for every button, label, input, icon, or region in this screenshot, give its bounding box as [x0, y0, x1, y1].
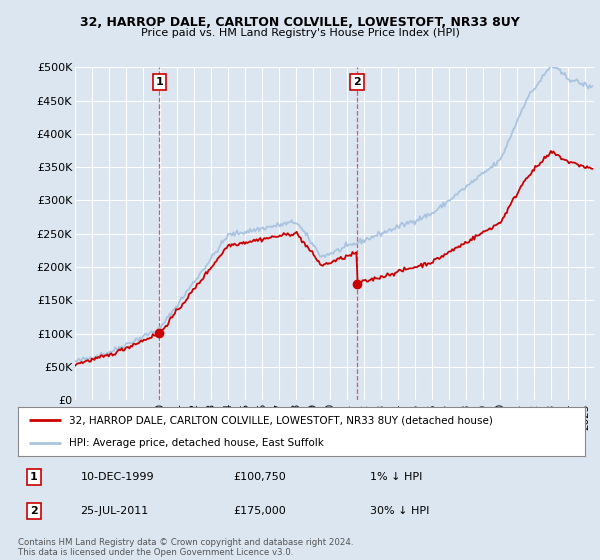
Text: 2: 2: [30, 506, 38, 516]
Text: 30% ↓ HPI: 30% ↓ HPI: [370, 506, 429, 516]
Text: £100,750: £100,750: [233, 472, 286, 482]
Text: 32, HARROP DALE, CARLTON COLVILLE, LOWESTOFT, NR33 8UY (detached house): 32, HARROP DALE, CARLTON COLVILLE, LOWES…: [69, 416, 493, 426]
Text: 2: 2: [353, 77, 361, 87]
Text: 25-JUL-2011: 25-JUL-2011: [80, 506, 149, 516]
Text: £175,000: £175,000: [233, 506, 286, 516]
Text: 1: 1: [30, 472, 38, 482]
Text: Price paid vs. HM Land Registry's House Price Index (HPI): Price paid vs. HM Land Registry's House …: [140, 28, 460, 38]
Text: 10-DEC-1999: 10-DEC-1999: [80, 472, 154, 482]
Text: 1% ↓ HPI: 1% ↓ HPI: [370, 472, 422, 482]
Text: Contains HM Land Registry data © Crown copyright and database right 2024.
This d: Contains HM Land Registry data © Crown c…: [18, 538, 353, 557]
Text: HPI: Average price, detached house, East Suffolk: HPI: Average price, detached house, East…: [69, 438, 324, 448]
Text: 32, HARROP DALE, CARLTON COLVILLE, LOWESTOFT, NR33 8UY: 32, HARROP DALE, CARLTON COLVILLE, LOWES…: [80, 16, 520, 29]
Text: 1: 1: [155, 77, 163, 87]
